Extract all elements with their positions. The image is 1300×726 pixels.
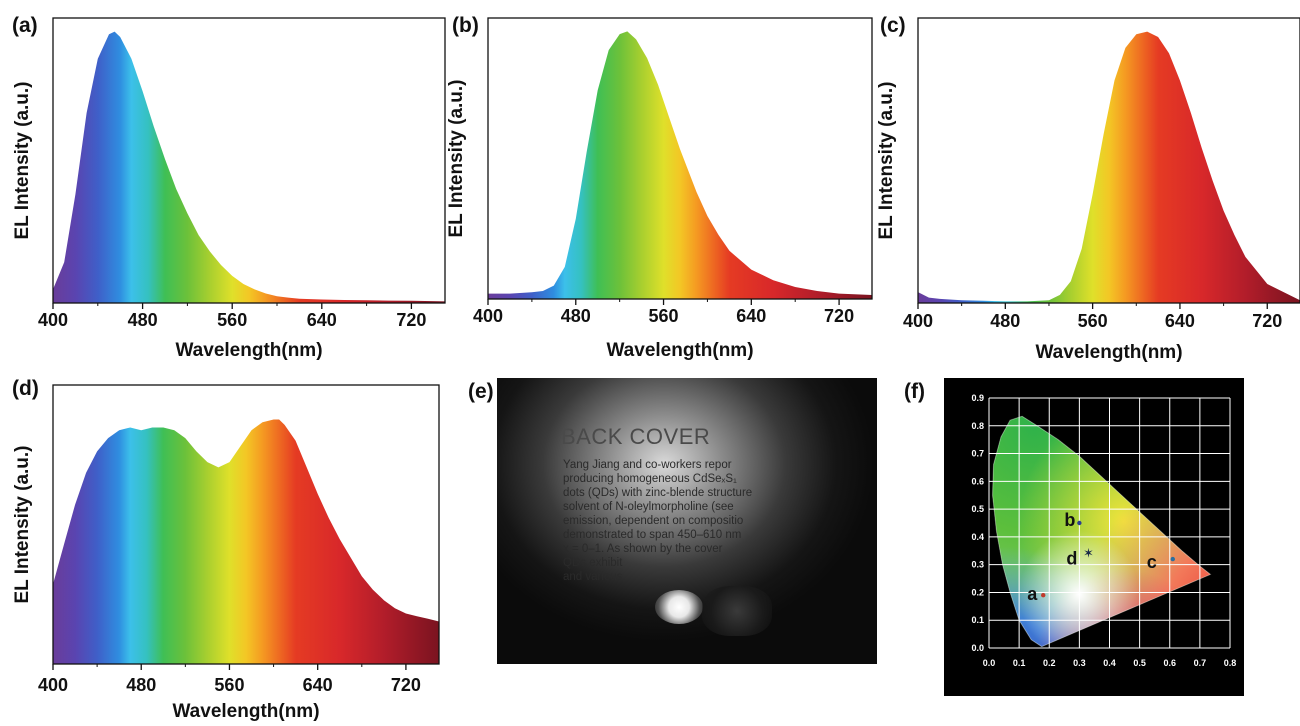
photo-text-line: producing homogeneous CdSeₓS₁ <box>563 473 737 485</box>
y-tick-label: 0.0 <box>971 643 984 653</box>
x-tick-label: 480 <box>128 310 158 330</box>
x-tick-label: 640 <box>303 675 333 695</box>
photo-text-line: Yang Jiang and co-workers repor <box>563 459 732 471</box>
cie-point-marker: ✶ <box>1083 546 1094 561</box>
y-axis-label: EL Intensity (a.u.) <box>876 81 897 239</box>
y-axis-label: EL Intensity (a.u.) <box>12 81 33 239</box>
x-axis-label: Wavelength(nm) <box>606 340 753 361</box>
x-tick-label: 480 <box>126 675 156 695</box>
panel-label-a: (a) <box>12 14 38 37</box>
x-tick-label: 480 <box>990 311 1020 331</box>
x-tick-label: 720 <box>391 675 421 695</box>
x-tick-label: 640 <box>307 310 337 330</box>
spectrum-area <box>53 31 445 303</box>
x-tick-label: 720 <box>824 306 854 326</box>
x-tick-label: 400 <box>473 306 503 326</box>
photo-heading: BACK COVER <box>561 424 711 449</box>
panel-label-c: (c) <box>880 14 906 37</box>
photo-dark-blob <box>702 586 772 636</box>
plot-frame <box>52 384 440 665</box>
cie-point-label: b <box>1064 510 1075 530</box>
x-tick-label: 0.0 <box>983 658 996 668</box>
x-tick-label: 720 <box>1252 311 1282 331</box>
x-tick-label: 0.4 <box>1103 658 1116 668</box>
panel-label-e: (e) <box>468 380 494 403</box>
cie-point-label: d <box>1066 549 1077 569</box>
x-tick-label: 400 <box>38 310 68 330</box>
cie-point-marker <box>1170 556 1175 562</box>
plot-frame <box>487 17 873 300</box>
photo-text-line: x = 0–1. As shown by the cover <box>563 543 723 555</box>
x-tick-label: 0.5 <box>1133 658 1146 668</box>
x-tick-label: 560 <box>214 675 244 695</box>
device-photo: BACK COVER Yang Jiang and co-workers rep… <box>497 378 877 664</box>
cie-point-label: a <box>1027 584 1038 604</box>
cie-point-marker <box>1077 520 1082 526</box>
y-axis-label: EL Intensity (a.u.) <box>12 445 33 603</box>
photo-text-line: and various <box>563 571 623 583</box>
cie-point-label: c <box>1147 552 1157 572</box>
photo-text-line: dots (QDs) with zinc-blende structure <box>563 487 753 499</box>
y-tick-label: 0.9 <box>971 393 984 403</box>
y-tick-label: 0.2 <box>971 587 984 597</box>
spectrum-chart-c: 400 480 560 640 720 Wavelength(nm) EL Intensit… <box>876 17 1300 363</box>
photo-text-line: solvent of N-oleylmorpholine (see <box>563 501 734 513</box>
panel-label-b: (b) <box>452 14 479 37</box>
x-tick-label: 640 <box>1165 311 1195 331</box>
x-tick-label: 720 <box>396 310 426 330</box>
panel-label-d: (d) <box>12 377 39 400</box>
y-tick-label: 0.6 <box>971 476 984 486</box>
x-tick-label: 0.8 <box>1224 658 1237 668</box>
x-tick-label: 400 <box>903 311 933 331</box>
y-tick-label: 0.7 <box>971 449 984 459</box>
plot-frame <box>52 17 446 304</box>
photo-bright-spot <box>655 590 703 624</box>
spectrum-chart-a: 400 480 560 640 720 Wavelength(nm) EL Intensit… <box>12 17 446 361</box>
spectrum-area <box>918 31 1300 303</box>
photo-text-line: QDs exhibit <box>563 557 623 569</box>
x-axis-label: Wavelength(nm) <box>175 340 322 361</box>
x-tick-label: 480 <box>561 306 591 326</box>
spectrum-area <box>53 419 439 664</box>
photo-text-line: demonstrated to span 450–610 nm <box>563 529 742 541</box>
spectrum-chart-b: 400 480 560 640 720 Wavelength(nm) EL Intensit… <box>446 17 873 361</box>
y-tick-label: 0.8 <box>971 421 984 431</box>
x-tick-label: 0.6 <box>1163 658 1176 668</box>
x-tick-label: 0.2 <box>1043 658 1056 668</box>
photo-text-line: emission, dependent on compositio <box>563 515 744 527</box>
y-tick-label: 0.1 <box>971 615 984 625</box>
x-tick-label: 400 <box>38 675 68 695</box>
x-axis-label: Wavelength(nm) <box>1035 342 1182 363</box>
y-axis-label: EL Intensity (a.u.) <box>446 79 467 237</box>
x-tick-label: 560 <box>217 310 247 330</box>
plot-frame <box>917 17 1300 304</box>
x-tick-label: 0.3 <box>1073 658 1086 668</box>
y-tick-label: 0.4 <box>971 532 984 542</box>
x-tick-label: 560 <box>649 306 679 326</box>
cie-chart: 0.0 0.1 0.2 0.3 0.4 0.5 0.6 0.7 0.8 0.0 0.1 0.2 0.3 0… <box>944 378 1244 696</box>
x-tick-label: 640 <box>736 306 766 326</box>
x-tick-label: 560 <box>1078 311 1108 331</box>
spectrum-chart-d: 400 480 560 640 720 Wavelength(nm) EL Intensit… <box>12 384 440 722</box>
cie-point-marker <box>1041 593 1046 598</box>
x-axis-label: Wavelength(nm) <box>172 701 319 722</box>
y-tick-label: 0.3 <box>971 560 984 570</box>
spectrum-area <box>488 31 872 300</box>
x-tick-label: 0.1 <box>1013 658 1026 668</box>
panel-label-f: (f) <box>904 380 925 403</box>
x-tick-label: 0.7 <box>1194 658 1207 668</box>
photo-text-block: Yang Jiang and co-workers repor producing… <box>563 458 863 584</box>
y-tick-label: 0.5 <box>971 504 984 514</box>
